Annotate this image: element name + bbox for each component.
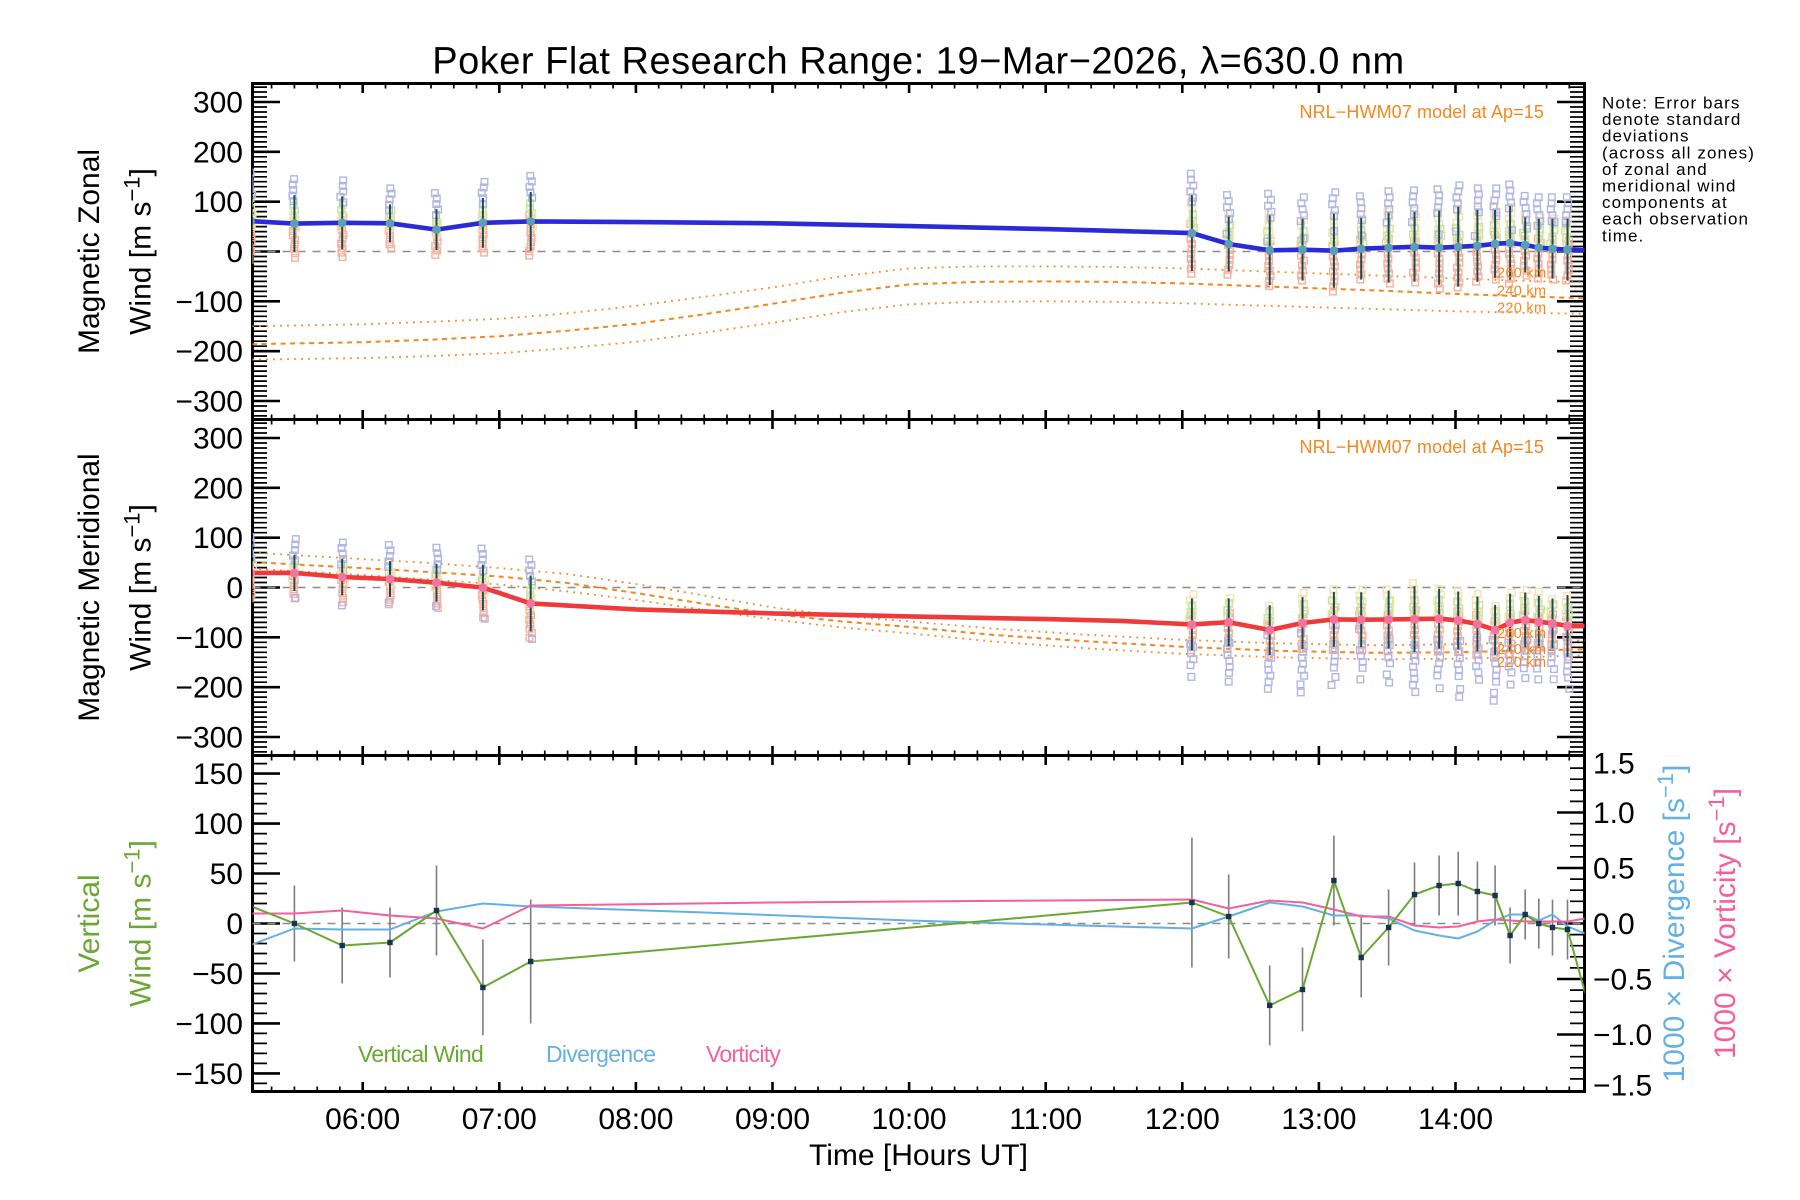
svg-text:07:00: 07:00	[462, 1103, 537, 1136]
svg-text:300: 300	[193, 423, 243, 456]
svg-text:−200: −200	[175, 672, 243, 705]
svg-text:1000 × Vorticity [s−1]: 1000 × Vorticity [s−1]	[1704, 788, 1742, 1059]
svg-text:Time [Hours UT]: Time [Hours UT]	[809, 1139, 1028, 1172]
svg-text:240 km: 240 km	[1497, 284, 1546, 300]
svg-text:Vertical: Vertical	[73, 874, 106, 972]
svg-text:deviations: deviations	[1602, 127, 1690, 146]
svg-text:−0.5: −0.5	[1593, 964, 1652, 997]
svg-text:−300: −300	[175, 721, 243, 754]
svg-text:NRL−HWM07 model at Ap=15: NRL−HWM07 model at Ap=15	[1299, 437, 1544, 457]
svg-text:Poker Flat Research Range: 19−: Poker Flat Research Range: 19−Mar−2026, …	[432, 41, 1404, 83]
svg-text:260 km: 260 km	[1497, 626, 1546, 642]
svg-text:−100: −100	[175, 622, 243, 655]
svg-text:150: 150	[193, 758, 243, 791]
svg-text:14:00: 14:00	[1418, 1103, 1493, 1136]
svg-text:09:00: 09:00	[735, 1103, 810, 1136]
svg-text:Wind [m s−1]: Wind [m s−1]	[120, 840, 158, 1007]
svg-text:12:00: 12:00	[1145, 1103, 1220, 1136]
svg-text:220 km: 220 km	[1497, 655, 1546, 671]
svg-text:−100: −100	[175, 1008, 243, 1041]
svg-text:(across all zones): (across all zones)	[1602, 143, 1755, 162]
svg-text:Divergence: Divergence	[546, 1041, 655, 1067]
svg-text:06:00: 06:00	[325, 1103, 400, 1136]
svg-text:1.0: 1.0	[1593, 797, 1635, 830]
svg-text:−200: −200	[175, 336, 243, 369]
svg-text:of zonal and: of zonal and	[1602, 160, 1708, 179]
svg-text:08:00: 08:00	[598, 1103, 673, 1136]
svg-text:260 km: 260 km	[1497, 266, 1546, 282]
svg-text:Magnetic Zonal: Magnetic Zonal	[73, 149, 106, 354]
svg-text:200: 200	[193, 136, 243, 169]
svg-text:0: 0	[226, 908, 243, 941]
svg-text:−50: −50	[192, 958, 243, 991]
svg-text:0.5: 0.5	[1593, 853, 1635, 886]
svg-text:1000 × Divergence [s−1]: 1000 × Divergence [s−1]	[1653, 765, 1691, 1083]
svg-text:0.0: 0.0	[1593, 908, 1635, 941]
svg-text:Magnetic Meridional: Magnetic Meridional	[73, 453, 106, 721]
svg-text:−100: −100	[175, 286, 243, 319]
svg-text:220 km: 220 km	[1497, 301, 1546, 317]
svg-text:100: 100	[193, 186, 243, 219]
svg-text:100: 100	[193, 522, 243, 555]
svg-text:NRL−HWM07 model at Ap=15: NRL−HWM07 model at Ap=15	[1299, 102, 1544, 122]
svg-text:−150: −150	[175, 1058, 243, 1091]
svg-text:0: 0	[226, 572, 243, 605]
svg-text:Wind [m s−1]: Wind [m s−1]	[120, 168, 158, 335]
svg-text:meridional wind: meridional wind	[1602, 177, 1737, 196]
svg-text:50: 50	[210, 858, 243, 891]
svg-text:240 km: 240 km	[1497, 642, 1546, 658]
svg-text:denote standard: denote standard	[1602, 110, 1741, 129]
svg-text:each observation: each observation	[1602, 210, 1749, 229]
svg-text:100: 100	[193, 808, 243, 841]
svg-text:13:00: 13:00	[1281, 1103, 1356, 1136]
svg-text:components at: components at	[1602, 193, 1728, 212]
svg-text:Note: Error bars: Note: Error bars	[1602, 94, 1741, 113]
svg-text:−300: −300	[175, 385, 243, 418]
svg-text:10:00: 10:00	[872, 1103, 947, 1136]
svg-text:200: 200	[193, 472, 243, 505]
svg-text:Vertical Wind: Vertical Wind	[358, 1041, 483, 1067]
svg-text:11:00: 11:00	[1009, 1103, 1082, 1136]
svg-text:300: 300	[193, 87, 243, 120]
svg-text:time.: time.	[1602, 226, 1644, 245]
svg-text:−1.5: −1.5	[1593, 1070, 1652, 1103]
svg-text:−1.0: −1.0	[1593, 1019, 1652, 1052]
svg-text:0: 0	[226, 236, 243, 269]
svg-text:Vorticity: Vorticity	[706, 1041, 781, 1067]
svg-text:1.5: 1.5	[1593, 748, 1635, 781]
